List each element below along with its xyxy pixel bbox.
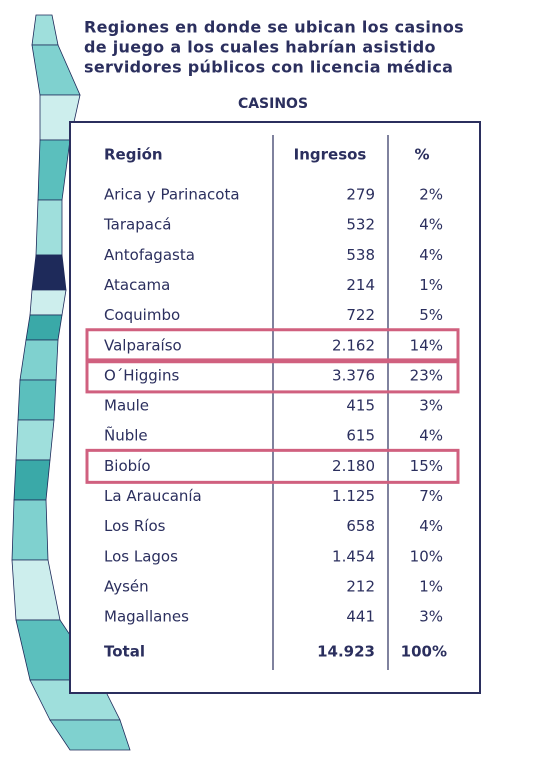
table-cell: 722 xyxy=(346,306,375,324)
column-header: % xyxy=(414,146,429,164)
table-cell: Aysén xyxy=(104,577,149,595)
map-region xyxy=(49,719,131,751)
table-cell: 3.376 xyxy=(332,366,375,384)
subtitle: CASINOS xyxy=(238,96,308,112)
table-cell: Coquimbo xyxy=(104,306,180,324)
title-line: de juego a los cuales habrían asistido xyxy=(84,38,436,57)
map-region xyxy=(13,459,51,501)
map-region xyxy=(17,379,57,421)
title-line: servidores públicos con licencia médica xyxy=(84,58,453,77)
table-cell: 1% xyxy=(419,577,443,595)
map-region xyxy=(31,14,59,46)
table-cell: La Araucanía xyxy=(104,487,202,505)
map-region xyxy=(31,44,81,96)
table-cell: 3% xyxy=(419,397,443,415)
column-header: Región xyxy=(104,146,163,164)
table-cell: 4% xyxy=(419,517,443,535)
table-cell: 538 xyxy=(346,246,375,264)
table-cell: 4% xyxy=(419,216,443,234)
table-cell: 532 xyxy=(346,216,375,234)
table-cell: 4% xyxy=(419,246,443,264)
table-cell: Antofagasta xyxy=(104,246,195,264)
table-cell: Atacama xyxy=(104,276,170,294)
total-cell: Total xyxy=(104,643,145,661)
map-region xyxy=(11,499,49,561)
title-line: Regiones en donde se ubican los casinos xyxy=(84,18,464,37)
chile-map xyxy=(11,14,131,751)
row-highlight xyxy=(85,448,460,484)
table-cell: Biobío xyxy=(104,457,151,475)
table-cell: Los Ríos xyxy=(104,517,166,535)
table-cell: 15% xyxy=(410,457,443,475)
total-cell: 100% xyxy=(401,643,447,661)
table-cell: Tarapacá xyxy=(103,216,171,234)
table-cell: 7% xyxy=(419,487,443,505)
table-cell: 1.125 xyxy=(332,487,375,505)
table-cell: 23% xyxy=(410,366,443,384)
column-header: Ingresos xyxy=(294,146,367,164)
table-cell: Ñuble xyxy=(104,426,148,445)
table-cell: 415 xyxy=(346,397,375,415)
table-cell: 279 xyxy=(346,186,375,204)
table-cell: 615 xyxy=(346,427,375,445)
table-cell: 10% xyxy=(410,547,443,565)
row-highlight xyxy=(85,358,460,394)
table-cell: 5% xyxy=(419,306,443,324)
table-cell: 1.454 xyxy=(332,547,375,565)
table-cell: 14% xyxy=(410,336,443,354)
table-cell: 4% xyxy=(419,427,443,445)
table-cell: 658 xyxy=(346,517,375,535)
map-region xyxy=(19,339,59,381)
table-cell: 212 xyxy=(346,577,375,595)
table-cell: O´Higgins xyxy=(104,366,179,384)
map-region xyxy=(35,199,63,256)
table-cell: Los Lagos xyxy=(104,547,178,565)
table-cell: 3% xyxy=(419,608,443,626)
map-region xyxy=(15,419,55,461)
table-cell: Magallanes xyxy=(104,608,189,626)
total-cell: 14.923 xyxy=(317,643,375,661)
table-cell: Maule xyxy=(104,397,149,415)
table-frame xyxy=(69,121,481,694)
map-region xyxy=(31,254,67,291)
table-cell: 2% xyxy=(419,186,443,204)
map-region xyxy=(29,289,67,316)
table-cell: 1% xyxy=(419,276,443,294)
table-cell: 214 xyxy=(346,276,375,294)
table-cell: 441 xyxy=(346,608,375,626)
row-highlight xyxy=(85,328,460,364)
table-cell: Valparaíso xyxy=(104,336,182,354)
table-cell: 2.162 xyxy=(332,336,375,354)
table-cell: Arica y Parinacota xyxy=(104,186,240,204)
map-region xyxy=(25,314,63,341)
table-cell: 2.180 xyxy=(332,457,375,475)
map-region xyxy=(37,139,71,201)
map-region xyxy=(11,559,61,621)
